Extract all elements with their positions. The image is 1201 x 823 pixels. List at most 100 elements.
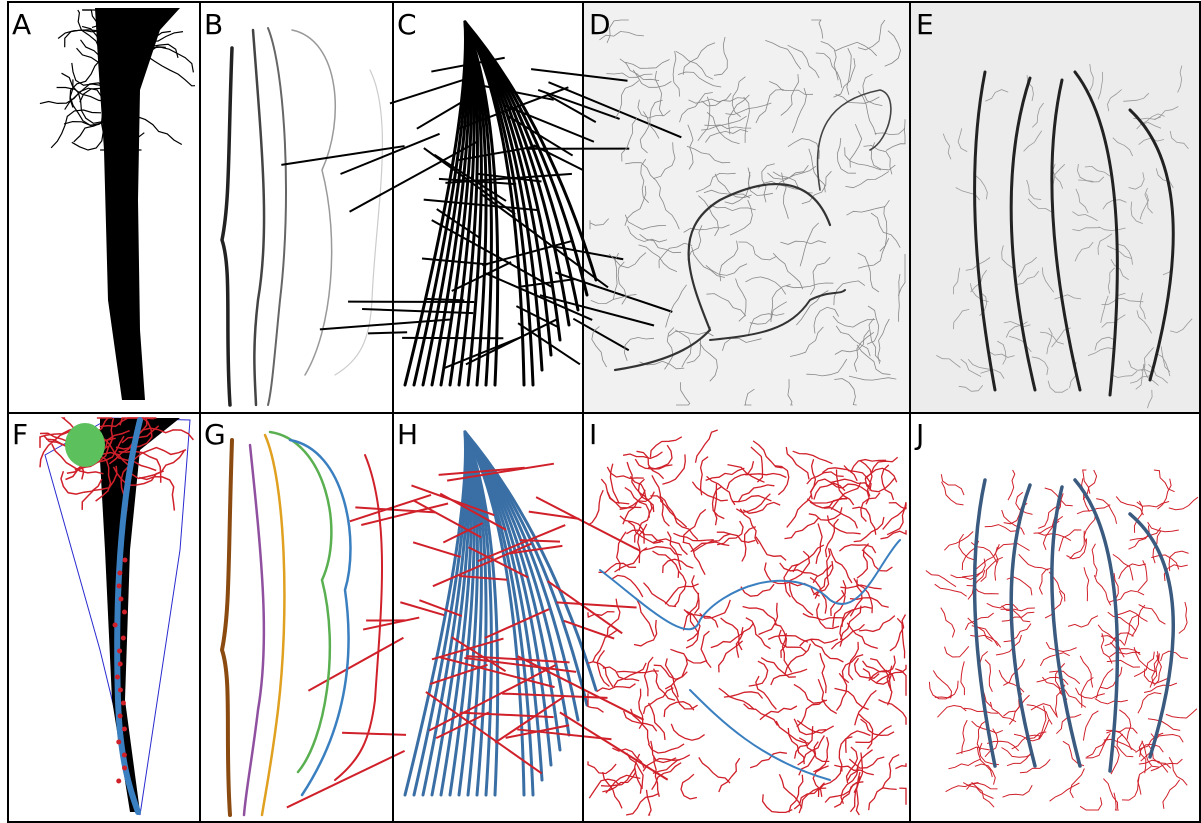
root-branch [802,612,844,621]
root-tip [121,726,127,732]
root-branch [81,465,118,510]
root-branch [958,533,975,561]
root [1050,485,1082,768]
root-branch [839,605,862,641]
root-branch [964,612,994,631]
root-branch [984,524,1018,532]
root-branch [885,127,906,151]
root-branch [787,727,805,765]
root-branch [1023,130,1043,152]
root-branch [619,58,660,81]
root-branch [845,730,871,753]
root-branch [1100,666,1123,690]
root-branch [1077,163,1094,182]
root-branch [649,436,683,458]
root-branch [1087,347,1115,356]
root-branch [888,501,907,510]
lateral-root [439,656,555,689]
root-branch [1102,199,1127,210]
root-branch [975,175,988,200]
root-branch [614,547,648,573]
root-branch [632,69,672,88]
root-branch [854,689,877,726]
root-branch [1153,733,1184,743]
root-branch [653,142,676,179]
root-branch [691,575,700,615]
root-branch [613,662,647,687]
root-branch [955,187,981,201]
root-branch [1081,478,1090,512]
root-branch [860,492,881,522]
root-branch [1072,227,1100,232]
lateral-root [442,522,484,544]
root-branch [958,385,984,392]
root-branch [868,318,881,362]
root-branch [974,763,996,785]
root-branch [606,491,642,509]
root-branch [936,355,961,368]
root-branch [1112,553,1134,581]
root-branch [1113,792,1119,811]
root-branch [1116,610,1148,623]
root-branch [787,379,793,406]
root-branch [1133,500,1144,533]
root-branch [61,72,103,124]
root-branch [792,450,833,465]
root-branch [745,617,771,650]
root-branch [767,634,809,643]
root-branch [664,327,675,370]
root-tip [120,635,126,641]
root [291,29,336,376]
root-branch [1106,727,1138,734]
root-branch [838,736,853,772]
root-branch [928,681,953,700]
root-branch [1144,363,1159,386]
root-branch [138,52,196,87]
root-branch [602,666,640,682]
lateral-root [425,691,543,775]
root-branch [937,704,967,718]
root-branch [761,794,793,814]
root-branch [969,283,989,302]
root-branch [1017,256,1037,278]
root-branch [841,606,872,627]
lateral-root [451,636,507,673]
root-branch [727,94,750,135]
root-branch [1138,741,1147,774]
root-branch [1085,736,1109,759]
root-branch [699,599,731,619]
lateral-root [423,198,539,212]
root-branch [637,99,671,119]
root-branch [1083,512,1096,544]
root-branch [830,478,871,488]
root-branch [988,351,1015,358]
root-branch [986,602,1019,610]
lateral-root [477,524,566,563]
root-branch [649,99,663,139]
root-branch [1001,611,1035,622]
root-branch [1082,710,1099,741]
root-branch [897,254,906,296]
root-branch [1139,193,1149,220]
root-branch [750,446,764,483]
lateral-root [431,219,552,288]
panel-label: C [397,8,417,41]
root-branch [1141,347,1154,372]
root [613,183,832,372]
panel-label: F [12,418,28,451]
root-branch [1143,668,1169,685]
root-branch [670,684,698,710]
root-branch [711,485,725,520]
root-branch [1147,521,1179,533]
root-branch [647,702,666,740]
root-branch [860,718,895,737]
panel-label: A [12,8,31,41]
root-branch [1137,560,1148,592]
root-branch [1002,784,1033,798]
root-branch [783,563,799,598]
root-branch [795,290,829,326]
root-branch [1178,601,1188,634]
root-branch [1096,498,1118,524]
root-branch [606,72,653,78]
root-branch [1011,734,1042,750]
